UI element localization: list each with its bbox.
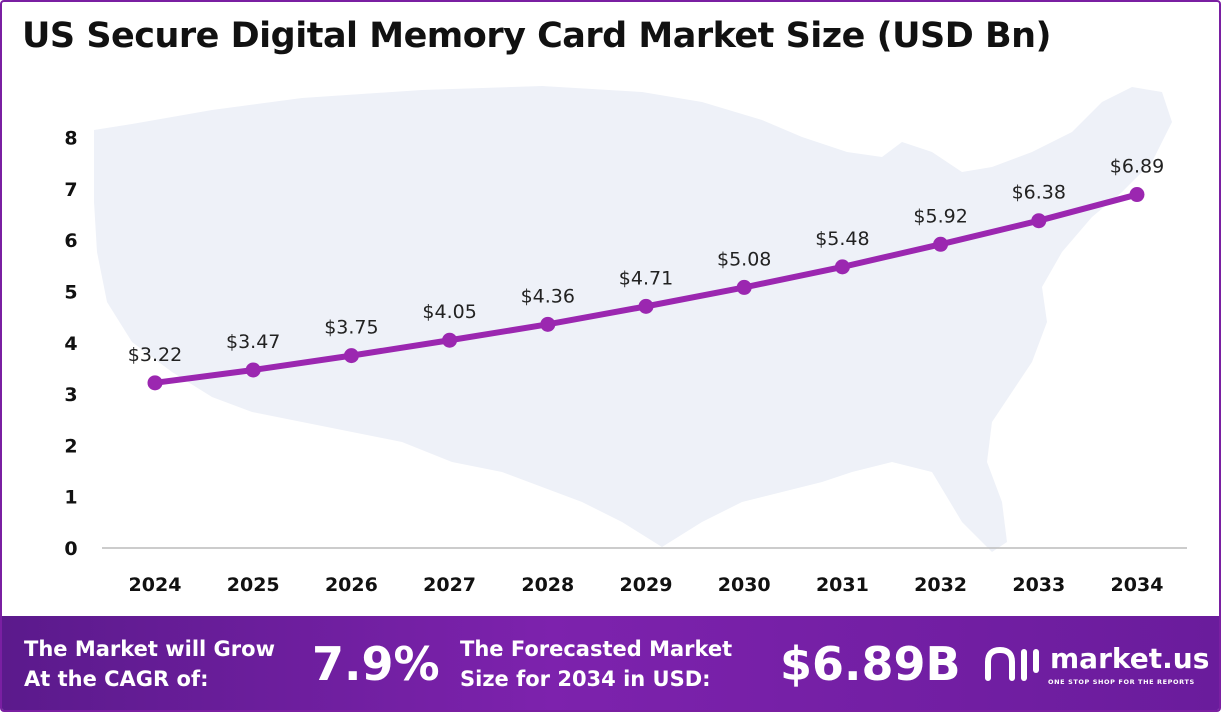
x-tick-label: 2026 [325, 574, 378, 596]
data-label: $4.36 [521, 285, 575, 307]
y-tick-label: 3 [64, 384, 77, 406]
data-point [638, 298, 654, 314]
data-label: $3.75 [324, 317, 378, 339]
data-point [343, 348, 359, 364]
x-tick-label: 2034 [1111, 574, 1164, 596]
data-point [1129, 187, 1145, 203]
x-tick-label: 2029 [620, 574, 673, 596]
forecast-value: $6.89B [780, 637, 961, 691]
x-tick-label: 2032 [914, 574, 967, 596]
data-point [736, 279, 752, 295]
data-label: $5.08 [717, 248, 771, 270]
us-map-background [94, 86, 1172, 552]
forecast-label: The Forecasted Market Size for 2034 in U… [460, 637, 733, 691]
data-label: $3.47 [226, 331, 280, 353]
brand-logo: market.us ONE STOP SHOP FOR THE REPORTS [984, 640, 1209, 700]
x-tick-label: 2030 [718, 574, 771, 596]
chart-area: 0 1 2 3 4 5 6 7 8 2024 2025 2026 2027 2028 2029 2030 203… [64, 86, 1187, 596]
footer-banner: The Market will Grow At the CAGR of: 7.9… [2, 616, 1219, 710]
data-point [1031, 213, 1047, 229]
cagr-value: 7.9% [312, 637, 440, 691]
x-tick-label: 2033 [1012, 574, 1065, 596]
data-point [834, 259, 850, 275]
cagr-label: The Market will Grow At the CAGR of: [24, 637, 275, 691]
y-tick-label: 8 [64, 128, 77, 150]
data-point [245, 362, 261, 378]
brand-name: market.us [1050, 642, 1210, 675]
x-tick-label: 2024 [129, 574, 182, 596]
data-label: $5.48 [815, 228, 869, 250]
y-tick-label: 0 [64, 538, 77, 560]
data-label: $6.38 [1012, 182, 1066, 204]
y-tick-label: 7 [64, 179, 77, 201]
data-point [147, 375, 163, 391]
y-tick-label: 2 [64, 435, 77, 457]
data-point [933, 236, 949, 252]
brand-tagline: ONE STOP SHOP FOR THE REPORTS [1048, 678, 1195, 686]
x-tick-label: 2027 [423, 574, 476, 596]
data-label: $3.22 [128, 344, 182, 366]
x-tick-label: 2025 [227, 574, 280, 596]
x-tick-label: 2028 [521, 574, 574, 596]
data-label: $4.05 [422, 301, 476, 323]
x-tick-label: 2031 [816, 574, 869, 596]
chart-title: US Secure Digital Memory Card Market Siz… [22, 16, 1052, 56]
data-point [442, 332, 458, 348]
data-label: $6.89 [1110, 156, 1164, 178]
data-point [540, 316, 556, 332]
y-tick-label: 4 [64, 333, 77, 355]
y-tick-label: 1 [64, 487, 77, 509]
market-us-logo-icon [985, 646, 1039, 681]
y-tick-label: 6 [64, 230, 77, 252]
y-tick-label: 5 [64, 282, 77, 304]
data-label: $5.92 [913, 205, 967, 227]
data-label: $4.71 [619, 267, 673, 289]
